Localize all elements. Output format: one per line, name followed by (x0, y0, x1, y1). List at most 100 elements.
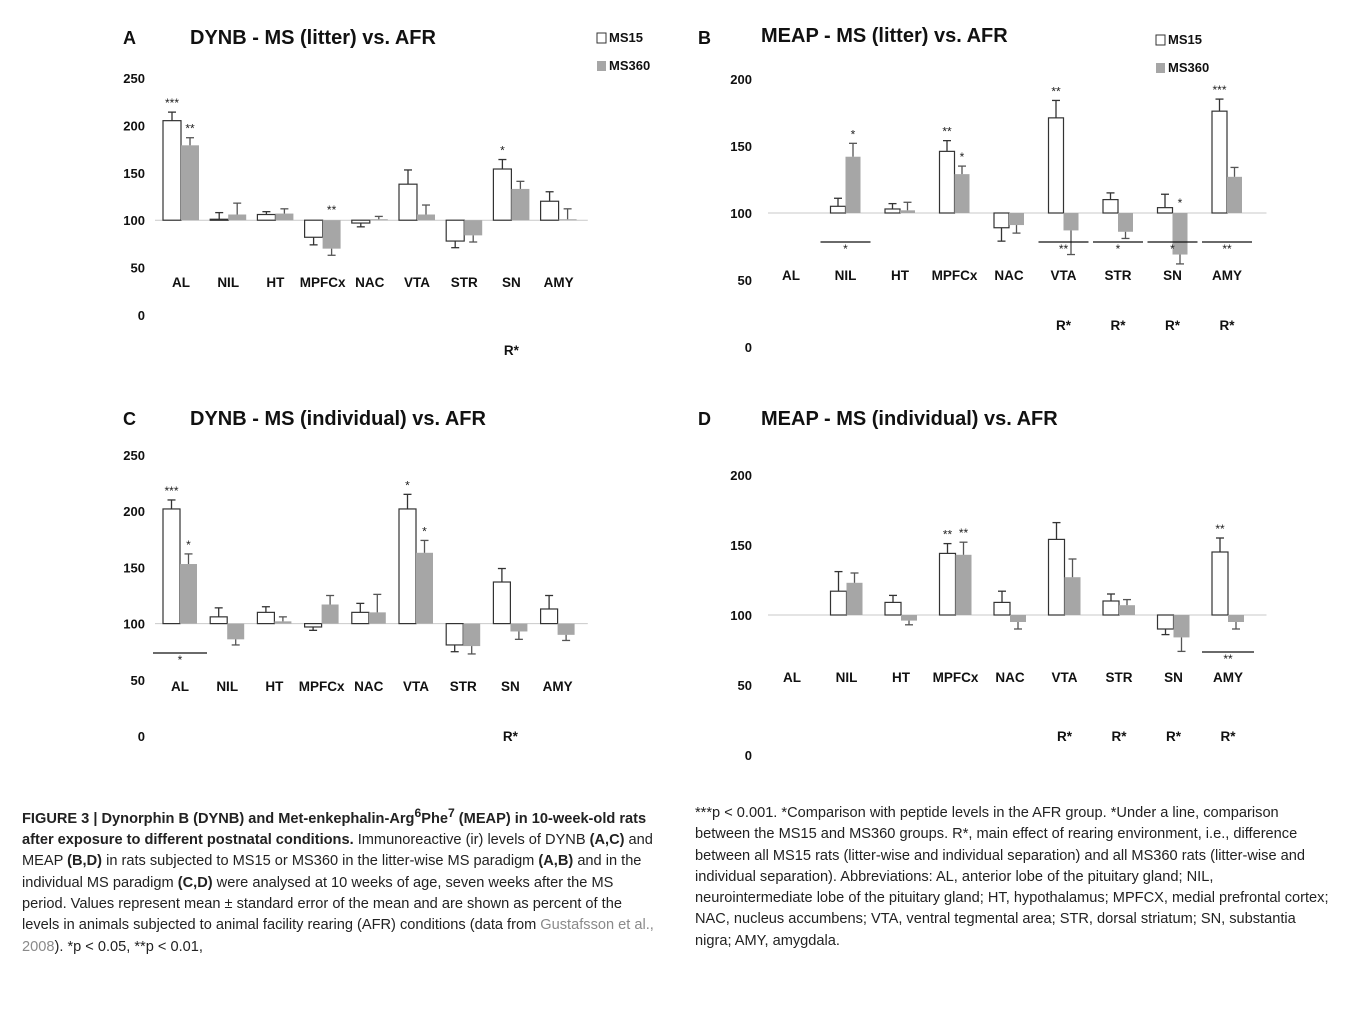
x-tick-label: STR (451, 275, 478, 290)
x-tick-label: SN (501, 679, 520, 694)
bar-ms360 (369, 219, 388, 221)
y-tick-label: 100 (123, 213, 145, 228)
x-tick-label: HT (266, 275, 285, 290)
x-tick-label: VTA (404, 275, 430, 290)
legend-swatch-ms360 (597, 61, 606, 71)
x-tick-label: HT (892, 670, 911, 685)
y-tick-label: 200 (123, 118, 145, 133)
chart-a: A DYNB - MS (litter) vs. AFR 0 50 100 150 200 2… (123, 27, 650, 358)
chart-b: B MEAP - MS (litter) vs. AFR 0 50 100 150 200 A… (698, 25, 1267, 355)
rearing-effect-label: R* (1165, 318, 1181, 333)
bar-ms15 (938, 150, 956, 214)
x-tick-label: MPFCx (933, 670, 979, 685)
bar-ms360 (464, 220, 483, 236)
bar-ms360 (368, 612, 386, 624)
panel-c: C DYNB - MS (individual) vs. AFR 0 50 100 150… (0, 395, 680, 795)
bar-ms15 (209, 218, 229, 221)
rearing-effect-label: R* (503, 729, 519, 744)
bar-ms360 (955, 554, 972, 615)
bar-ms360 (1227, 176, 1242, 213)
bar-ms15 (1156, 614, 1175, 630)
bar-ms360 (558, 219, 577, 221)
x-tick-label: MPFCx (299, 679, 345, 694)
bar-ms360 (1228, 615, 1244, 622)
bar-ms360 (846, 582, 863, 615)
legend-label-ms15: MS15 (609, 30, 643, 45)
bar-ms360 (180, 564, 197, 624)
y-tick-label: 50 (131, 261, 145, 276)
bar-ms15 (162, 120, 182, 221)
bar-ms360 (417, 214, 435, 221)
bar-ms15 (492, 168, 512, 221)
significance-star: ** (942, 125, 952, 139)
x-tick-label: SN (502, 275, 521, 290)
panel-d: D MEAP - MS (individual) vs. AFR 0 50 100 150… (680, 395, 1355, 795)
bar-ms360 (227, 623, 245, 640)
significance-star: ** (959, 526, 969, 540)
x-tick-label: AMY (544, 275, 574, 290)
group-comparison-star: * (178, 653, 183, 667)
caption-title: FIGURE 3 | Dynorphin B (DYNB) and Met-en… (22, 806, 647, 849)
figure-caption-left: FIGURE 3 | Dynorphin B (DYNB) and Met-en… (22, 806, 654, 955)
legend-swatch-ms15 (1155, 34, 1166, 46)
bar-ms360 (228, 214, 247, 221)
panel-letter: D (698, 409, 711, 429)
legend-label-ms360: MS360 (1168, 60, 1209, 75)
bar-ms360 (1009, 213, 1024, 226)
significance-star: *** (165, 96, 179, 110)
x-tick-label: MPFCx (932, 268, 978, 283)
x-tick-label: NIL (217, 275, 239, 290)
legend-label-ms360: MS360 (609, 58, 650, 73)
significance-star: ** (185, 122, 195, 136)
y-tick-label: 50 (738, 678, 752, 693)
group-comparison-star: * (1116, 242, 1121, 256)
bar-ms360 (557, 623, 575, 635)
x-tick-label: VTA (1051, 268, 1077, 283)
bar-ms360 (954, 174, 970, 213)
bar-ms15 (256, 611, 275, 625)
rearing-effect-label: R* (1219, 318, 1235, 333)
y-tick-label: 250 (123, 71, 145, 86)
x-tick-label: MPFCx (300, 275, 346, 290)
bar-ms15 (829, 205, 847, 214)
x-tick-label: HT (891, 268, 910, 283)
significance-star: * (960, 150, 965, 164)
y-tick-label: 150 (730, 538, 752, 553)
citation-link[interactable]: Gustafsson et al., 2008 (22, 917, 654, 955)
chart-title: MEAP - MS (litter) vs. AFR (761, 25, 1008, 47)
y-tick-label: 200 (123, 504, 145, 519)
bar-ms15 (304, 623, 323, 628)
y-tick-label: 200 (730, 468, 752, 483)
x-tick-label: AMY (543, 679, 573, 694)
legend-label-ms15: MS15 (1168, 32, 1202, 47)
x-tick-label: STR (450, 679, 477, 694)
legend-swatch-ms360 (1156, 63, 1165, 73)
figure-caption-right: ***p < 0.001. *Comparison with peptide l… (695, 805, 1329, 949)
chart-title: DYNB - MS (litter) vs. AFR (190, 27, 436, 49)
bar-ms360 (1118, 213, 1133, 232)
bar-ms360 (322, 220, 341, 249)
rearing-effect-label: R* (1110, 318, 1126, 333)
panel-letter: A (123, 28, 136, 48)
group-comparison-star: ** (1059, 242, 1069, 256)
bar-ms15 (1102, 600, 1120, 616)
bar-ms360 (845, 156, 861, 213)
bar-ms15 (884, 601, 902, 616)
bar-ms360 (511, 188, 530, 221)
bar-ms360 (274, 621, 292, 624)
bar-ms15 (1156, 207, 1174, 214)
bar-ms15 (398, 508, 417, 625)
significance-star: *** (164, 484, 178, 498)
bar-ms15 (1047, 538, 1066, 616)
bar-ms360 (463, 623, 481, 647)
x-tick-label: NAC (995, 670, 1024, 685)
y-tick-label: 0 (745, 340, 752, 355)
bar-ms15 (351, 219, 371, 224)
y-tick-label: 0 (138, 729, 145, 744)
x-tick-label: VTA (403, 679, 429, 694)
x-tick-label: NIL (836, 670, 858, 685)
x-tick-label: AMY (1213, 670, 1243, 685)
panel-a: A DYNB - MS (litter) vs. AFR 0 50 100 150 200 2… (0, 0, 680, 395)
rearing-effect-label: R* (1056, 318, 1072, 333)
rearing-effect-label: R* (1111, 729, 1127, 744)
